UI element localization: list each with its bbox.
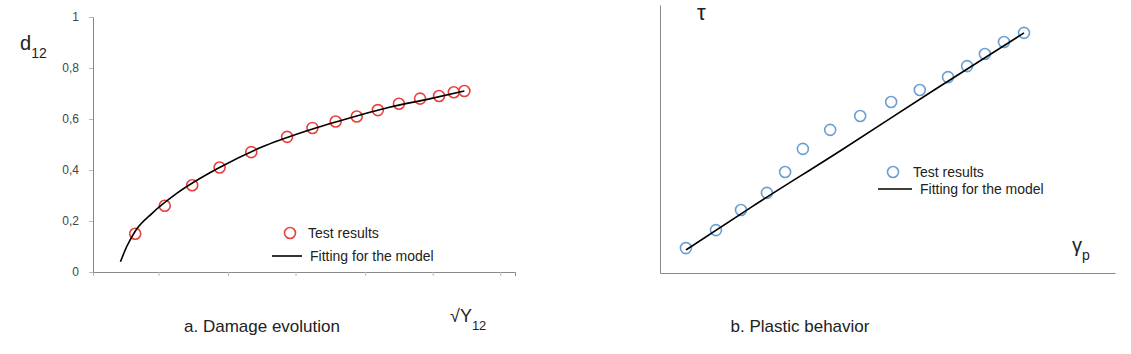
y-tick-label: 1 — [72, 10, 79, 24]
x-axis-line — [661, 273, 1116, 274]
x-axis-line — [94, 273, 516, 277]
x-tick — [500, 272, 501, 276]
y-tick-mark — [89, 272, 93, 273]
figure: 0 0,2 0,4 0,6 0,8 1 d12 √Y12 a. Damage evolution… — [0, 0, 1131, 354]
test-point — [914, 84, 925, 95]
test-point — [415, 93, 426, 104]
legend-marker — [285, 228, 296, 239]
legend-marker — [888, 167, 899, 178]
legend: Test results Fitting for the model — [272, 225, 434, 264]
legend-label: Fitting for the model — [310, 248, 434, 264]
x-axis-title: γp — [1072, 234, 1090, 263]
x-tick-mark — [500, 272, 501, 276]
y-tick-label: 0,2 — [62, 214, 79, 228]
test-point — [780, 166, 791, 177]
chart: τ γp b. Plastic behavior Test resultsFittin… — [661, 0, 1116, 336]
legend-line — [272, 255, 302, 257]
y-tick: 0,4 — [62, 163, 93, 177]
y-axis-title: d12 — [20, 32, 47, 61]
x-axis-title: √Y12 — [450, 306, 486, 333]
y-axis-line — [89, 18, 94, 273]
x-tick-mark — [433, 272, 434, 276]
y-tick: 0,8 — [62, 61, 93, 75]
y-tick: 1 — [72, 10, 93, 24]
x-tick — [365, 272, 366, 276]
legend-label: Test results — [913, 164, 984, 180]
y-tick-mark — [89, 17, 93, 18]
x-tick-mark — [365, 272, 366, 276]
x-tick — [296, 272, 297, 276]
legend-label: Fitting for the model — [920, 181, 1044, 197]
legend-line — [878, 188, 912, 190]
y-tick-mark — [89, 68, 93, 69]
test-point — [886, 97, 897, 108]
y-tick-label: 0,8 — [62, 61, 79, 75]
y-axis-title: τ — [697, 0, 706, 25]
y-tick: 0,2 — [62, 214, 93, 228]
fit-line — [686, 33, 1024, 250]
y-tick: 0 — [72, 265, 93, 279]
legend-label: Test results — [308, 225, 379, 241]
chart: 0 0,2 0,4 0,6 0,8 1 d12 √Y12 a. Damage evolution… — [20, 10, 516, 336]
x-axis — [661, 273, 1116, 274]
y-tick-label: 0 — [72, 265, 79, 279]
x-tick-mark — [228, 272, 229, 276]
plot-area — [680, 27, 1029, 253]
y-tick: 0,6 — [62, 112, 93, 126]
test-point — [797, 143, 808, 154]
y-tick-mark — [89, 170, 93, 171]
y-tick-mark — [89, 119, 93, 120]
caption: a. Damage evolution — [184, 317, 340, 336]
x-tick-mark — [158, 272, 159, 276]
x-tick — [228, 272, 229, 276]
plot-area — [120, 85, 469, 261]
y-tick-label: 0,6 — [62, 112, 79, 126]
x-tick — [158, 272, 159, 276]
y-axis: 0 0,2 0,4 0,6 0,8 1 — [62, 10, 93, 279]
legend: Test resultsFitting for the model — [878, 164, 1044, 197]
y-axis-line — [660, 6, 661, 274]
x-tick-mark — [296, 272, 297, 276]
test-point — [825, 124, 836, 135]
fit-line — [120, 91, 464, 262]
test-point — [855, 110, 866, 121]
x-axis — [94, 272, 516, 276]
caption: b. Plastic behavior — [731, 317, 870, 336]
y-axis — [660, 6, 661, 274]
y-tick-mark — [89, 221, 93, 222]
y-tick-label: 0,4 — [62, 163, 79, 177]
x-tick — [433, 272, 434, 276]
